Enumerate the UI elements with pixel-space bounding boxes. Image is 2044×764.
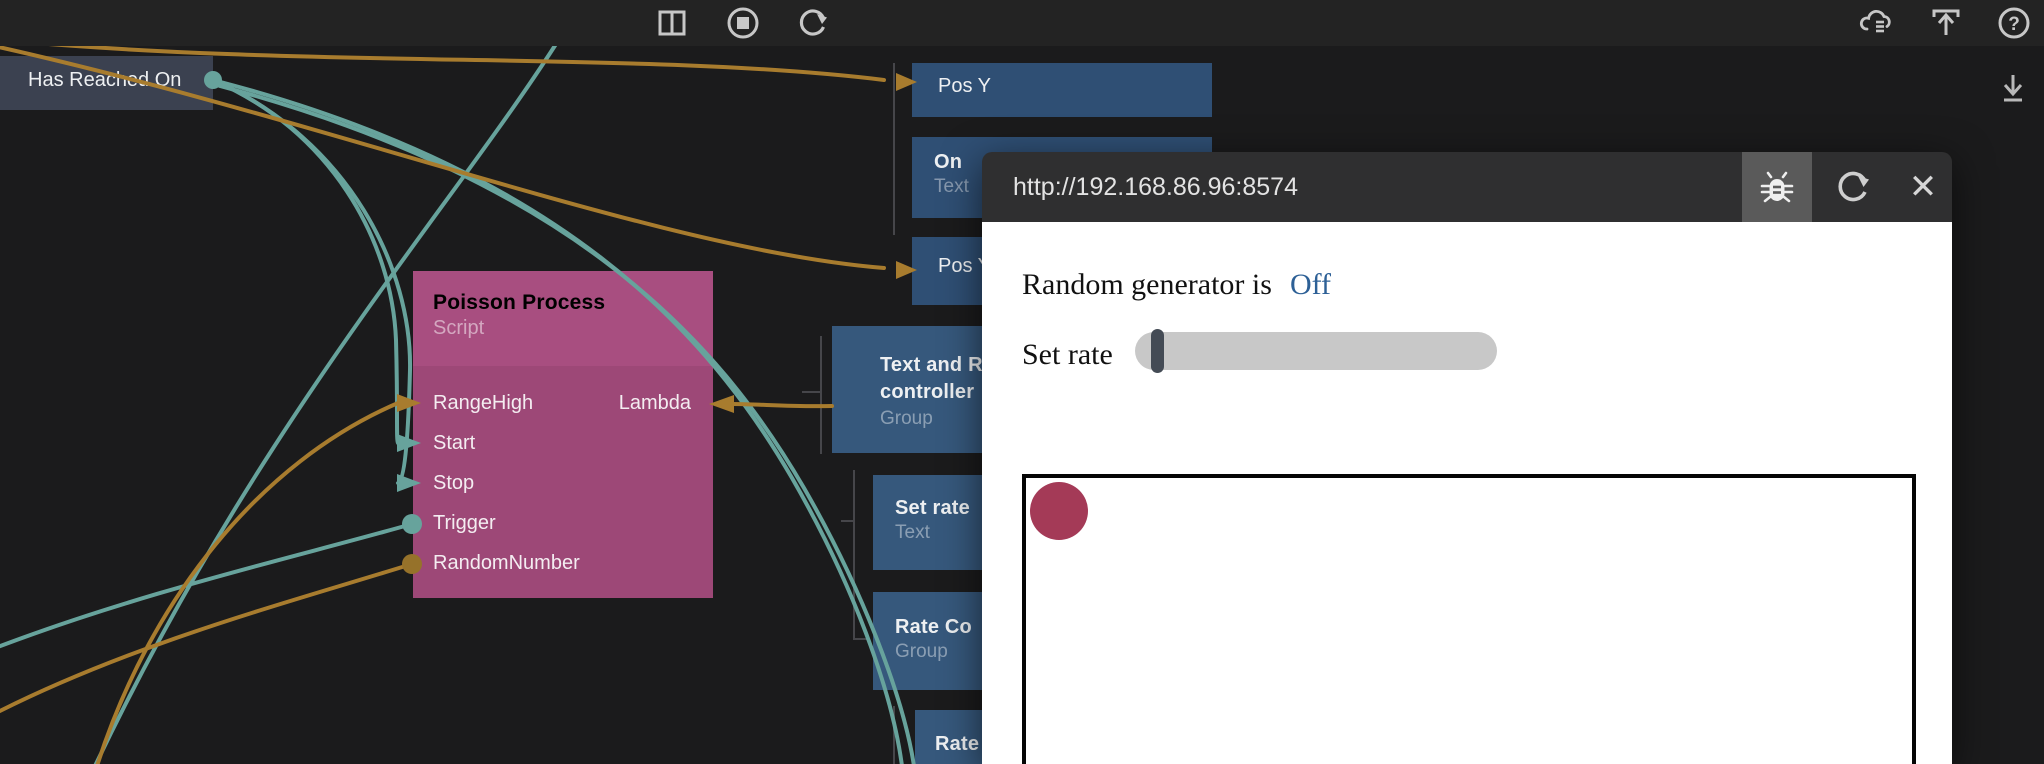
node-subtitle: Script xyxy=(433,317,485,339)
debug-bug-icon[interactable] xyxy=(1742,152,1812,222)
generator-status-line: Random generator is Off xyxy=(1022,268,1331,302)
wire-data-to-lambda[interactable] xyxy=(730,402,834,409)
generator-status-prefix: Random generator is xyxy=(1022,268,1272,301)
node-title: On xyxy=(934,151,963,173)
wire-data-to-rangehigh[interactable] xyxy=(95,401,400,764)
node-title: Rate xyxy=(935,733,980,755)
address-url[interactable]: http://192.168.86.96:8574 xyxy=(1013,173,1298,201)
node-subtitle: Text xyxy=(934,176,969,197)
output-port-lambda[interactable]: Lambda xyxy=(618,392,691,414)
node-title: Poisson Process xyxy=(433,291,606,314)
wire-trigger-out[interactable] xyxy=(0,522,414,650)
wire-randomnumber-out[interactable] xyxy=(0,562,414,716)
input-port-randomnumber[interactable]: RandomNumber xyxy=(433,552,580,574)
random-dot xyxy=(1030,482,1088,540)
reload-icon[interactable] xyxy=(795,5,831,41)
rate-slider-handle[interactable] xyxy=(1151,329,1164,373)
close-icon[interactable]: ✕ xyxy=(1908,168,1938,206)
rate-slider[interactable] xyxy=(1135,329,1497,373)
node-poisson-process-body[interactable]: RangeHigh Start Stop Trigger RandomNumbe… xyxy=(413,366,713,598)
wire-event-to-start[interactable] xyxy=(211,78,400,445)
main-toolbar: ? xyxy=(0,0,2044,46)
node-has-reached-on[interactable]: Has Reached On xyxy=(0,56,213,110)
group-bracket-line xyxy=(893,63,895,235)
set-rate-label: Set rate xyxy=(1022,338,1113,371)
node-title: Pos Y xyxy=(938,255,991,277)
group-bracket-line xyxy=(853,470,855,640)
group-bracket-line xyxy=(893,706,895,764)
refresh-icon[interactable] xyxy=(1818,152,1888,222)
wire-event-to-stop[interactable] xyxy=(211,78,413,485)
svg-text:?: ? xyxy=(2008,14,2020,35)
address-bar[interactable]: http://192.168.86.96:8574 ✕ xyxy=(982,152,1952,222)
node-title: Has Reached On xyxy=(28,69,182,91)
group-bracket-line xyxy=(820,336,822,454)
browser-page-content: Random generator is Off Set rate xyxy=(982,222,1952,764)
embedded-browser-panel: http://192.168.86.96:8574 ✕ Rand xyxy=(982,152,1952,764)
node-pos-y-top[interactable]: Pos Y xyxy=(912,63,1212,117)
split-view-icon[interactable] xyxy=(654,5,690,41)
cloud-sync-icon[interactable] xyxy=(1858,5,1894,41)
input-port-start[interactable]: Start xyxy=(433,432,476,454)
input-port-stop[interactable]: Stop xyxy=(433,472,475,494)
stop-icon[interactable] xyxy=(725,5,761,41)
download-icon[interactable] xyxy=(1996,71,2030,105)
group-bracket-tick xyxy=(841,520,853,522)
input-port-trigger[interactable]: Trigger xyxy=(433,512,496,534)
render-viewport xyxy=(1022,474,1916,764)
group-bracket-tick xyxy=(853,638,869,640)
generator-state-value[interactable]: Off xyxy=(1289,268,1332,301)
node-title: Pos Y xyxy=(938,75,991,97)
publish-upload-icon[interactable] xyxy=(1928,5,1964,41)
group-bracket-tick xyxy=(802,391,820,393)
node-poisson-process-header[interactable]: Poisson Process Script xyxy=(413,271,713,366)
help-icon[interactable]: ? xyxy=(1996,5,2032,41)
